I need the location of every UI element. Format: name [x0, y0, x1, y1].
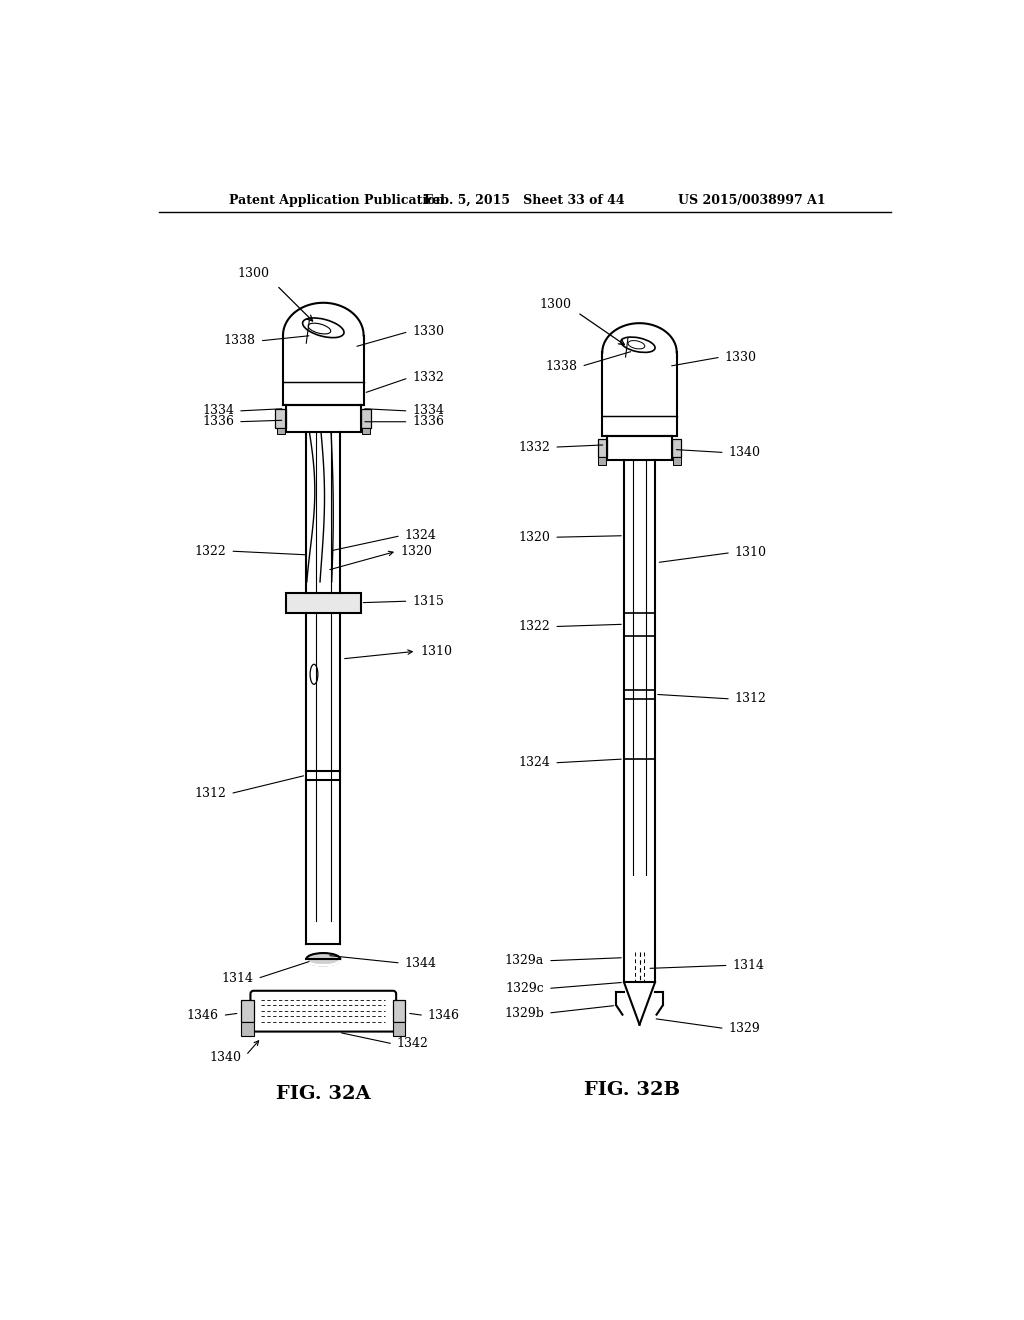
Polygon shape: [393, 1001, 406, 1022]
Text: 1330: 1330: [725, 351, 757, 363]
Text: 1329b: 1329b: [504, 1007, 544, 1019]
Text: 1310: 1310: [735, 546, 767, 560]
Text: 1320: 1320: [400, 545, 433, 557]
Text: FIG. 32A: FIG. 32A: [276, 1085, 371, 1104]
Polygon shape: [286, 594, 360, 612]
Text: 1346: 1346: [428, 1008, 460, 1022]
Text: 1324: 1324: [518, 756, 550, 770]
Text: FIG. 32B: FIG. 32B: [584, 1081, 680, 1100]
Text: 1314: 1314: [221, 972, 254, 985]
FancyBboxPatch shape: [251, 991, 396, 1032]
Text: 1340: 1340: [210, 1051, 242, 1064]
Polygon shape: [241, 1001, 254, 1022]
Text: 1332: 1332: [518, 441, 550, 454]
Text: 1342: 1342: [397, 1038, 429, 1051]
Polygon shape: [598, 457, 606, 465]
Text: 1315: 1315: [413, 594, 444, 607]
Polygon shape: [393, 1022, 406, 1036]
Polygon shape: [362, 428, 370, 434]
Text: 1324: 1324: [404, 529, 436, 543]
Text: 1340: 1340: [729, 446, 761, 459]
Text: 1300: 1300: [238, 268, 269, 280]
Text: 1336: 1336: [413, 416, 444, 428]
Text: 1329: 1329: [729, 1022, 761, 1035]
Text: 1329c: 1329c: [506, 982, 544, 995]
Text: 1344: 1344: [404, 957, 436, 970]
Text: 1312: 1312: [735, 693, 767, 705]
Polygon shape: [673, 457, 681, 465]
Polygon shape: [276, 428, 285, 434]
Text: 1336: 1336: [202, 416, 234, 428]
Text: 1329a: 1329a: [505, 954, 544, 968]
Text: 1312: 1312: [195, 787, 226, 800]
Text: 1330: 1330: [413, 325, 444, 338]
Text: Feb. 5, 2015   Sheet 33 of 44: Feb. 5, 2015 Sheet 33 of 44: [425, 194, 625, 207]
Text: 1332: 1332: [413, 371, 444, 384]
Text: 1338: 1338: [546, 360, 578, 372]
Polygon shape: [598, 438, 607, 457]
Text: 1322: 1322: [518, 620, 550, 634]
Polygon shape: [672, 438, 681, 457]
Text: 1334: 1334: [202, 404, 234, 417]
Text: US 2015/0038997 A1: US 2015/0038997 A1: [678, 194, 825, 207]
Polygon shape: [360, 409, 372, 428]
Text: 1314: 1314: [732, 958, 765, 972]
Text: 1310: 1310: [420, 644, 453, 657]
Ellipse shape: [306, 953, 340, 965]
Polygon shape: [275, 409, 286, 428]
Polygon shape: [241, 1022, 254, 1036]
Text: 1334: 1334: [413, 404, 444, 417]
Text: 1346: 1346: [186, 1008, 219, 1022]
Text: 1320: 1320: [518, 531, 550, 544]
Text: 1322: 1322: [195, 545, 226, 557]
Text: 1300: 1300: [540, 298, 571, 312]
Text: 1338: 1338: [224, 334, 256, 347]
Text: Patent Application Publication: Patent Application Publication: [228, 194, 444, 207]
